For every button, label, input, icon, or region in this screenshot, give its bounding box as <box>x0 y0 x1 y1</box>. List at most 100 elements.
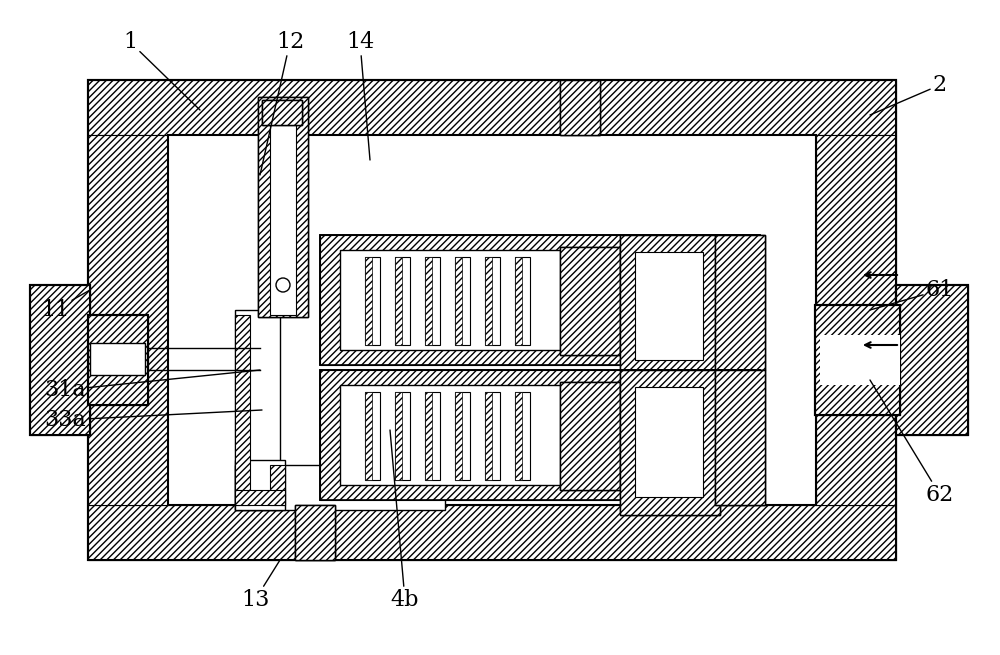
Bar <box>235 310 280 510</box>
Polygon shape <box>560 80 600 135</box>
Bar <box>365 392 380 480</box>
Bar <box>262 100 302 125</box>
Text: 61: 61 <box>870 279 954 310</box>
Bar <box>820 335 900 385</box>
Polygon shape <box>455 392 462 480</box>
Bar <box>88 315 148 405</box>
Text: 31a: 31a <box>44 370 260 401</box>
Bar <box>262 100 302 125</box>
Bar <box>560 247 620 355</box>
Text: 4b: 4b <box>390 430 419 611</box>
Bar <box>560 382 620 490</box>
Text: 2: 2 <box>870 74 947 115</box>
Polygon shape <box>715 235 765 370</box>
Bar <box>168 135 816 505</box>
Polygon shape <box>320 235 760 365</box>
Bar <box>715 370 765 505</box>
Polygon shape <box>425 392 432 480</box>
Polygon shape <box>425 257 432 345</box>
Bar <box>560 80 600 135</box>
Bar <box>896 285 968 435</box>
Polygon shape <box>815 305 900 415</box>
Bar <box>295 505 335 560</box>
Polygon shape <box>560 382 620 490</box>
Bar <box>395 257 410 345</box>
Polygon shape <box>455 257 462 345</box>
Bar <box>90 343 145 375</box>
Polygon shape <box>896 285 968 435</box>
Bar <box>455 257 470 345</box>
Bar <box>320 370 760 500</box>
Bar <box>635 387 703 497</box>
Bar <box>340 250 620 350</box>
Bar <box>320 370 760 500</box>
Bar <box>515 392 530 480</box>
Polygon shape <box>258 97 308 317</box>
Bar <box>715 235 765 370</box>
Bar <box>395 392 410 480</box>
Bar <box>896 285 968 435</box>
Polygon shape <box>235 490 285 505</box>
Bar <box>620 370 720 515</box>
Polygon shape <box>620 370 720 515</box>
Bar <box>620 235 720 380</box>
Bar <box>485 392 500 480</box>
Polygon shape <box>270 465 285 505</box>
Polygon shape <box>816 135 896 505</box>
Polygon shape <box>620 235 720 380</box>
Bar <box>365 257 380 345</box>
Polygon shape <box>235 315 250 505</box>
Bar <box>425 257 440 345</box>
Bar <box>560 382 620 490</box>
Bar <box>235 460 285 510</box>
Bar <box>270 100 296 315</box>
Text: 1: 1 <box>123 31 200 110</box>
Bar <box>30 285 90 435</box>
Polygon shape <box>295 505 335 560</box>
Text: 62: 62 <box>870 380 954 506</box>
Polygon shape <box>515 257 522 345</box>
Bar <box>715 235 765 370</box>
Bar <box>258 97 308 317</box>
Polygon shape <box>88 505 896 560</box>
Bar <box>295 505 335 560</box>
Bar <box>560 80 600 135</box>
Bar <box>425 392 440 480</box>
Bar <box>815 305 900 415</box>
Polygon shape <box>88 315 148 405</box>
Bar <box>635 252 703 360</box>
Bar <box>485 257 500 345</box>
Circle shape <box>276 278 290 292</box>
Bar <box>258 97 308 317</box>
Text: 12: 12 <box>260 31 304 175</box>
Bar <box>320 235 760 365</box>
Polygon shape <box>365 257 372 345</box>
Bar <box>455 392 470 480</box>
Bar <box>715 370 765 505</box>
Polygon shape <box>515 392 522 480</box>
Polygon shape <box>485 392 492 480</box>
Bar <box>320 235 760 365</box>
Polygon shape <box>262 100 302 125</box>
Bar <box>340 385 620 485</box>
Bar <box>515 257 530 345</box>
Polygon shape <box>560 247 620 355</box>
Polygon shape <box>320 370 760 500</box>
Polygon shape <box>395 257 402 345</box>
Bar <box>560 247 620 355</box>
Text: 11: 11 <box>41 290 90 321</box>
Bar <box>88 80 896 560</box>
Bar <box>88 80 896 560</box>
Polygon shape <box>395 392 402 480</box>
Polygon shape <box>88 135 168 505</box>
Bar <box>30 285 90 435</box>
Bar <box>815 305 900 415</box>
Polygon shape <box>485 257 492 345</box>
Text: 33a: 33a <box>44 409 262 431</box>
Polygon shape <box>715 370 765 505</box>
Polygon shape <box>365 392 372 480</box>
Bar <box>620 370 720 515</box>
Text: 13: 13 <box>241 560 280 611</box>
Bar <box>88 315 148 405</box>
Bar <box>620 235 720 380</box>
